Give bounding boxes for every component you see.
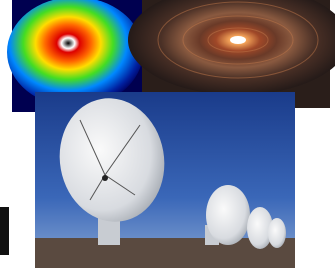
page [0, 0, 335, 268]
edge-block [0, 207, 9, 255]
heatmap-blob [7, 0, 143, 107]
disk-star [230, 36, 246, 44]
collage [0, 0, 335, 268]
